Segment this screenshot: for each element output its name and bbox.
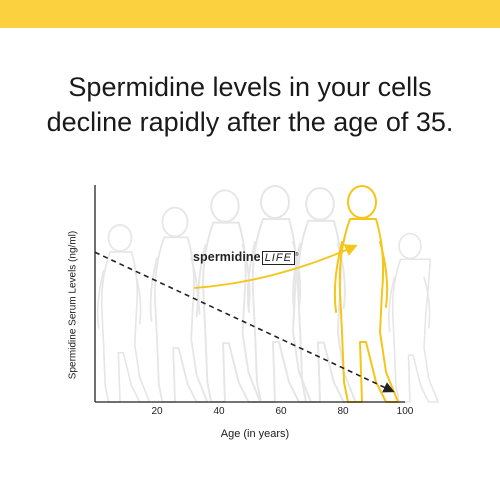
brand-logo: spermidine LIFE ®	[193, 250, 299, 265]
annotation-layer	[194, 244, 358, 289]
figure-head	[260, 185, 290, 219]
figure-arm	[423, 276, 431, 329]
figure-head	[210, 189, 240, 223]
figure-arm	[246, 241, 256, 313]
silhouette-figure	[292, 187, 357, 403]
figure-body	[296, 219, 357, 403]
series-layer	[94, 251, 395, 393]
figure-body	[100, 251, 151, 403]
page-headline: Spermidine levels in your cells decline …	[0, 70, 500, 140]
figure-arm	[149, 257, 158, 322]
silhouette-figure	[149, 206, 209, 403]
annotation-arrow	[194, 244, 358, 289]
figure-head	[305, 187, 335, 221]
figure-arm	[388, 276, 396, 333]
figure-arm	[333, 241, 343, 313]
x-tick-label: 80	[337, 406, 349, 417]
y-axis-label: Spermidine Serum Levels (ng/ml)	[67, 230, 79, 380]
x-tick-label: 100	[397, 406, 414, 417]
highlighted-figure-outline	[333, 185, 399, 403]
x-axis-label: Age (in years)	[220, 428, 290, 440]
figure-arm	[379, 241, 389, 308]
figure-head	[161, 206, 189, 238]
silhouette-figure	[388, 232, 439, 403]
figure-body	[391, 258, 439, 403]
x-tick-label: 60	[275, 406, 287, 417]
series-line-decline	[94, 251, 395, 393]
x-tick-label: 20	[151, 406, 163, 417]
brand-suffix: LIFE	[261, 251, 295, 265]
x-tick-label: 40	[213, 406, 225, 417]
highlighted-figure	[333, 185, 399, 403]
x-tick-labels: 20 40 60 80 100	[151, 406, 413, 417]
headline-line-2: decline rapidly after the age of 35.	[46, 107, 454, 138]
silhouette-figure	[96, 224, 151, 403]
headline-line-1: Spermidine levels in your cells	[68, 72, 432, 103]
figure-head	[107, 224, 133, 252]
figure-head	[347, 185, 377, 219]
figure-arm	[133, 269, 142, 325]
top-color-band	[0, 0, 500, 28]
brand-name: spermidine	[193, 250, 261, 264]
figure-head	[398, 232, 422, 260]
silhouette-figure	[197, 189, 262, 403]
silhouettes-illustration	[96, 185, 439, 403]
brand-registered-mark: ®	[294, 251, 299, 258]
figure-arm	[197, 244, 207, 315]
figure-arm	[292, 242, 302, 314]
figure-arm	[96, 269, 105, 330]
